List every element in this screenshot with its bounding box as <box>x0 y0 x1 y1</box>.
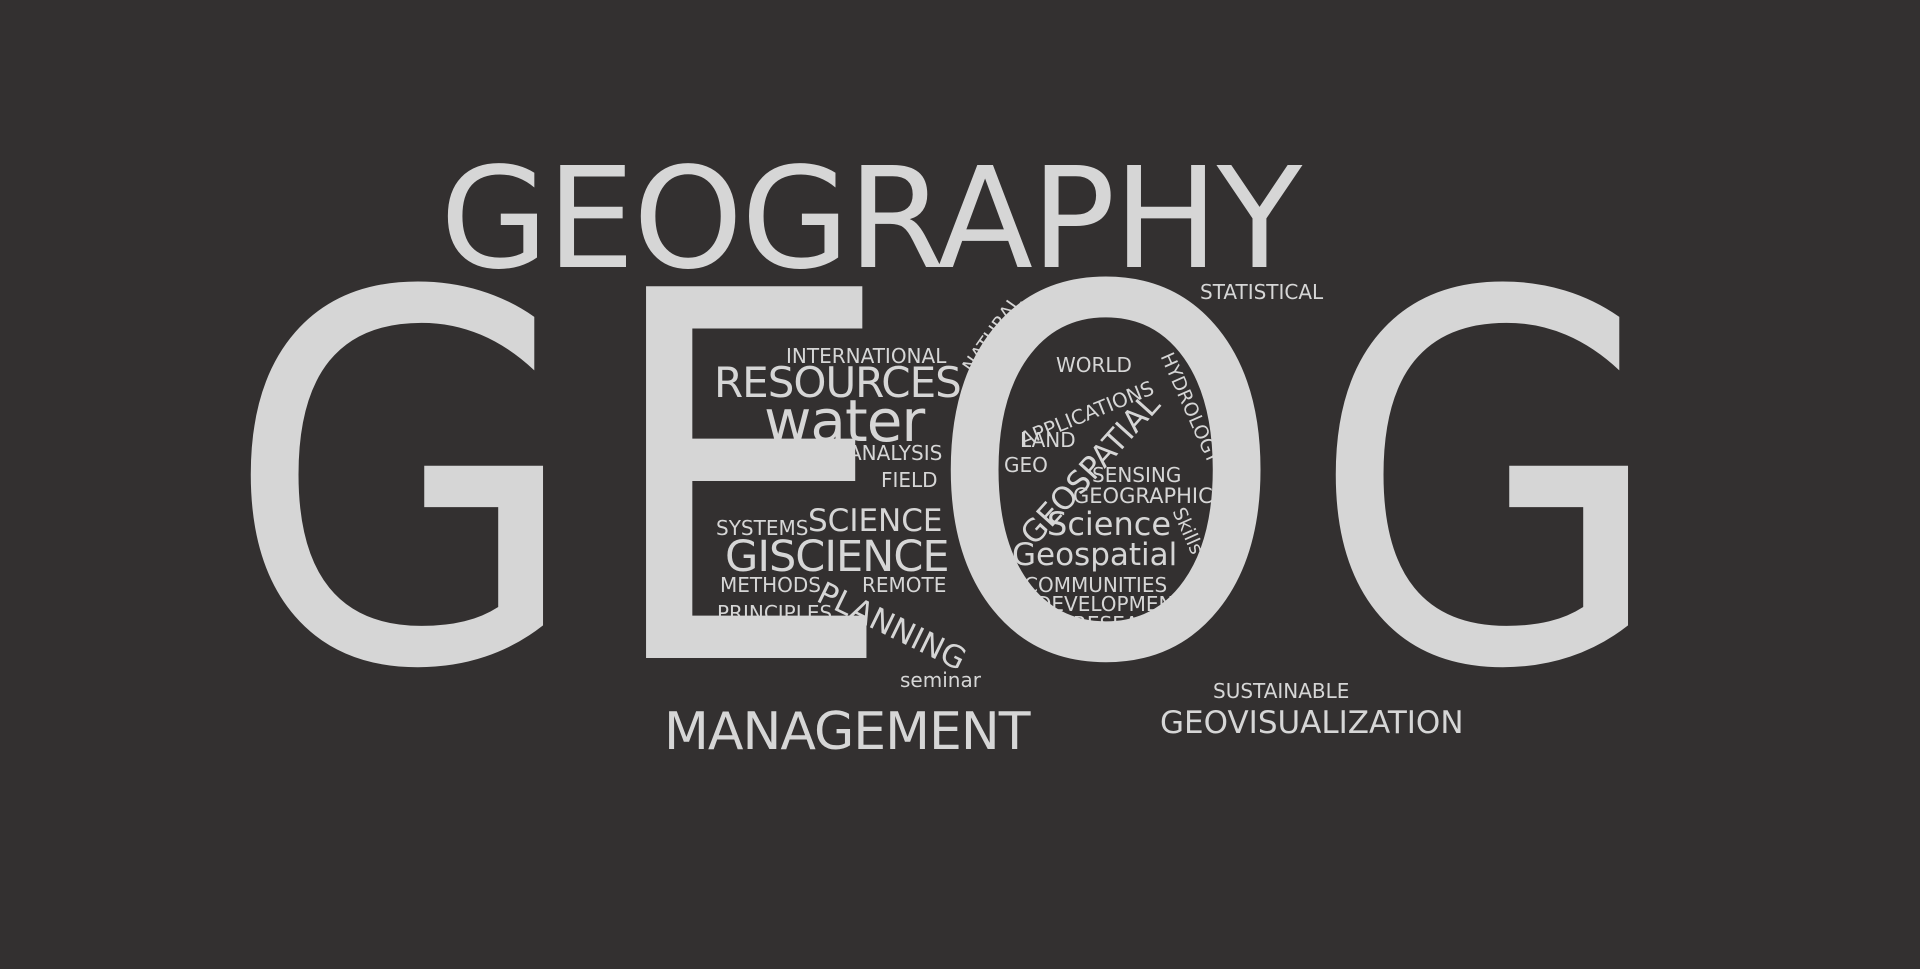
word-science: Science <box>1047 505 1172 543</box>
word-world: WORLD <box>1056 353 1132 377</box>
word-geospatial: Geospatial <box>1012 537 1178 573</box>
word-systems: SYSTEMS <box>716 516 809 540</box>
word-development: DEVELOPMENT <box>1036 592 1186 616</box>
word-sustainable: SUSTAINABLE <box>1213 679 1350 703</box>
word-seminar: seminar <box>900 668 981 692</box>
word-statistical: STATISTICAL <box>1200 280 1324 304</box>
word-international: INTERNATIONAL <box>786 344 947 368</box>
word-geographic: GEOGRAPHIC <box>1073 484 1213 508</box>
word-giscience: GISCIENCE <box>725 532 950 582</box>
letter-e: E <box>600 186 897 779</box>
letter-g-right: G <box>1310 188 1666 781</box>
word-analysis: ANALYSIS <box>848 441 943 465</box>
letter-o: O <box>925 183 1287 776</box>
word-methods: METHODS <box>720 573 821 597</box>
letter-g-left: G <box>225 188 581 781</box>
headline-geography: GEOGRAPHY <box>440 138 1302 301</box>
word-principles: PRINCIPLES <box>717 601 833 625</box>
word-geovisualization: GEOVISUALIZATION <box>1160 705 1464 741</box>
word-water: water <box>764 387 925 455</box>
word-field: FIELD <box>881 468 938 492</box>
word-management: MANAGEMENT <box>664 702 1031 762</box>
word-research: RESEARCH <box>1073 612 1181 636</box>
word-remote: REMOTE <box>862 573 947 597</box>
word-resources: Resources <box>740 621 848 645</box>
word-land: LAND <box>1020 428 1076 452</box>
word-geo: GEO <box>1004 453 1048 477</box>
word-resources-caps: RESOURCES <box>714 358 962 407</box>
word-communities: COMMUNITIES <box>1024 573 1168 597</box>
word-sensing: SENSING <box>1092 463 1182 487</box>
word-science-caps: SCIENCE <box>808 503 943 539</box>
